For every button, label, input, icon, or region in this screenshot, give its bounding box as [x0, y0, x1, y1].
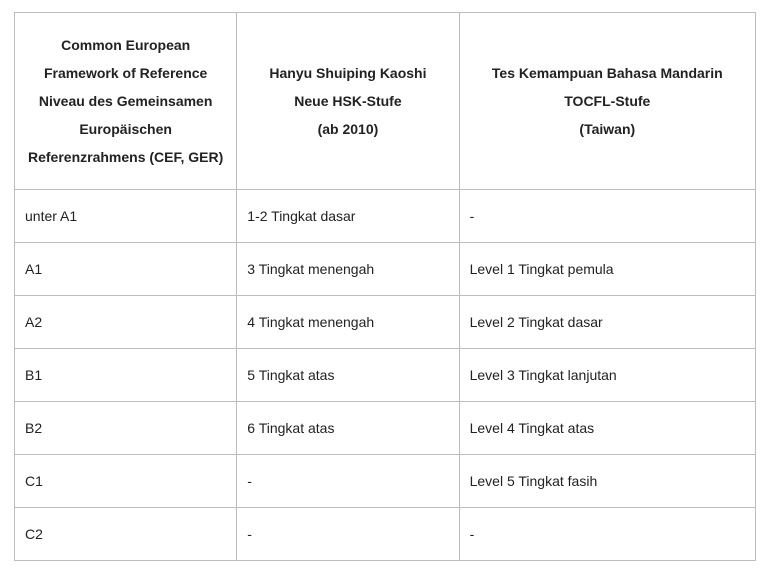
col-header-line: Tes Kemampuan Bahasa Mandarin — [492, 65, 723, 81]
cell-hsk: 4 Tingkat menengah — [237, 296, 459, 349]
col-header-line: Hanyu Shuiping Kaoshi — [269, 65, 426, 81]
table-row: C2 - - — [15, 508, 756, 561]
table-row: B1 5 Tingkat atas Level 3 Tingkat lanjut… — [15, 349, 756, 402]
col-header-line: (ab 2010) — [318, 121, 379, 137]
table-row: A1 3 Tingkat menengah Level 1 Tingkat pe… — [15, 243, 756, 296]
cell-cef: B2 — [15, 402, 237, 455]
cell-tocfl: Level 1 Tingkat pemula — [459, 243, 755, 296]
cell-hsk: 6 Tingkat atas — [237, 402, 459, 455]
cell-hsk: 3 Tingkat menengah — [237, 243, 459, 296]
cell-cef: A1 — [15, 243, 237, 296]
cell-hsk: 5 Tingkat atas — [237, 349, 459, 402]
table-row: B2 6 Tingkat atas Level 4 Tingkat atas — [15, 402, 756, 455]
cell-tocfl: Level 4 Tingkat atas — [459, 402, 755, 455]
col-header-line: TOCFL-Stufe — [564, 93, 650, 109]
cell-hsk: - — [237, 455, 459, 508]
cell-cef: B1 — [15, 349, 237, 402]
cell-tocfl: - — [459, 508, 755, 561]
col-header-line: Common European — [61, 37, 190, 53]
page-container: Common European Framework of Reference N… — [0, 0, 770, 575]
col-header-line: Referenzrahmens (CEF, GER) — [28, 149, 223, 165]
cell-cef: C2 — [15, 508, 237, 561]
col-header-hsk: Hanyu Shuiping Kaoshi Neue HSK-Stufe (ab… — [237, 13, 459, 190]
cell-tocfl: - — [459, 190, 755, 243]
cell-tocfl: Level 5 Tingkat fasih — [459, 455, 755, 508]
cell-cef: unter A1 — [15, 190, 237, 243]
col-header-line: (Taiwan) — [579, 121, 635, 137]
proficiency-comparison-table: Common European Framework of Reference N… — [14, 12, 756, 561]
cell-hsk: 1-2 Tingkat dasar — [237, 190, 459, 243]
table-body: unter A1 1-2 Tingkat dasar - A1 3 Tingka… — [15, 190, 756, 561]
table-row: unter A1 1-2 Tingkat dasar - — [15, 190, 756, 243]
cell-cef: A2 — [15, 296, 237, 349]
col-header-line: Europäischen — [79, 121, 172, 137]
table-row: C1 - Level 5 Tingkat fasih — [15, 455, 756, 508]
cell-hsk: - — [237, 508, 459, 561]
col-header-tocfl: Tes Kemampuan Bahasa Mandarin TOCFL-Stuf… — [459, 13, 755, 190]
col-header-line: Niveau des Gemeinsamen — [39, 93, 213, 109]
cell-tocfl: Level 2 Tingkat dasar — [459, 296, 755, 349]
cell-tocfl: Level 3 Tingkat lanjutan — [459, 349, 755, 402]
col-header-cef: Common European Framework of Reference N… — [15, 13, 237, 190]
table-row: A2 4 Tingkat menengah Level 2 Tingkat da… — [15, 296, 756, 349]
table-header-row: Common European Framework of Reference N… — [15, 13, 756, 190]
col-header-line: Framework of Reference — [44, 65, 207, 81]
cell-cef: C1 — [15, 455, 237, 508]
col-header-line: Neue HSK-Stufe — [294, 93, 401, 109]
